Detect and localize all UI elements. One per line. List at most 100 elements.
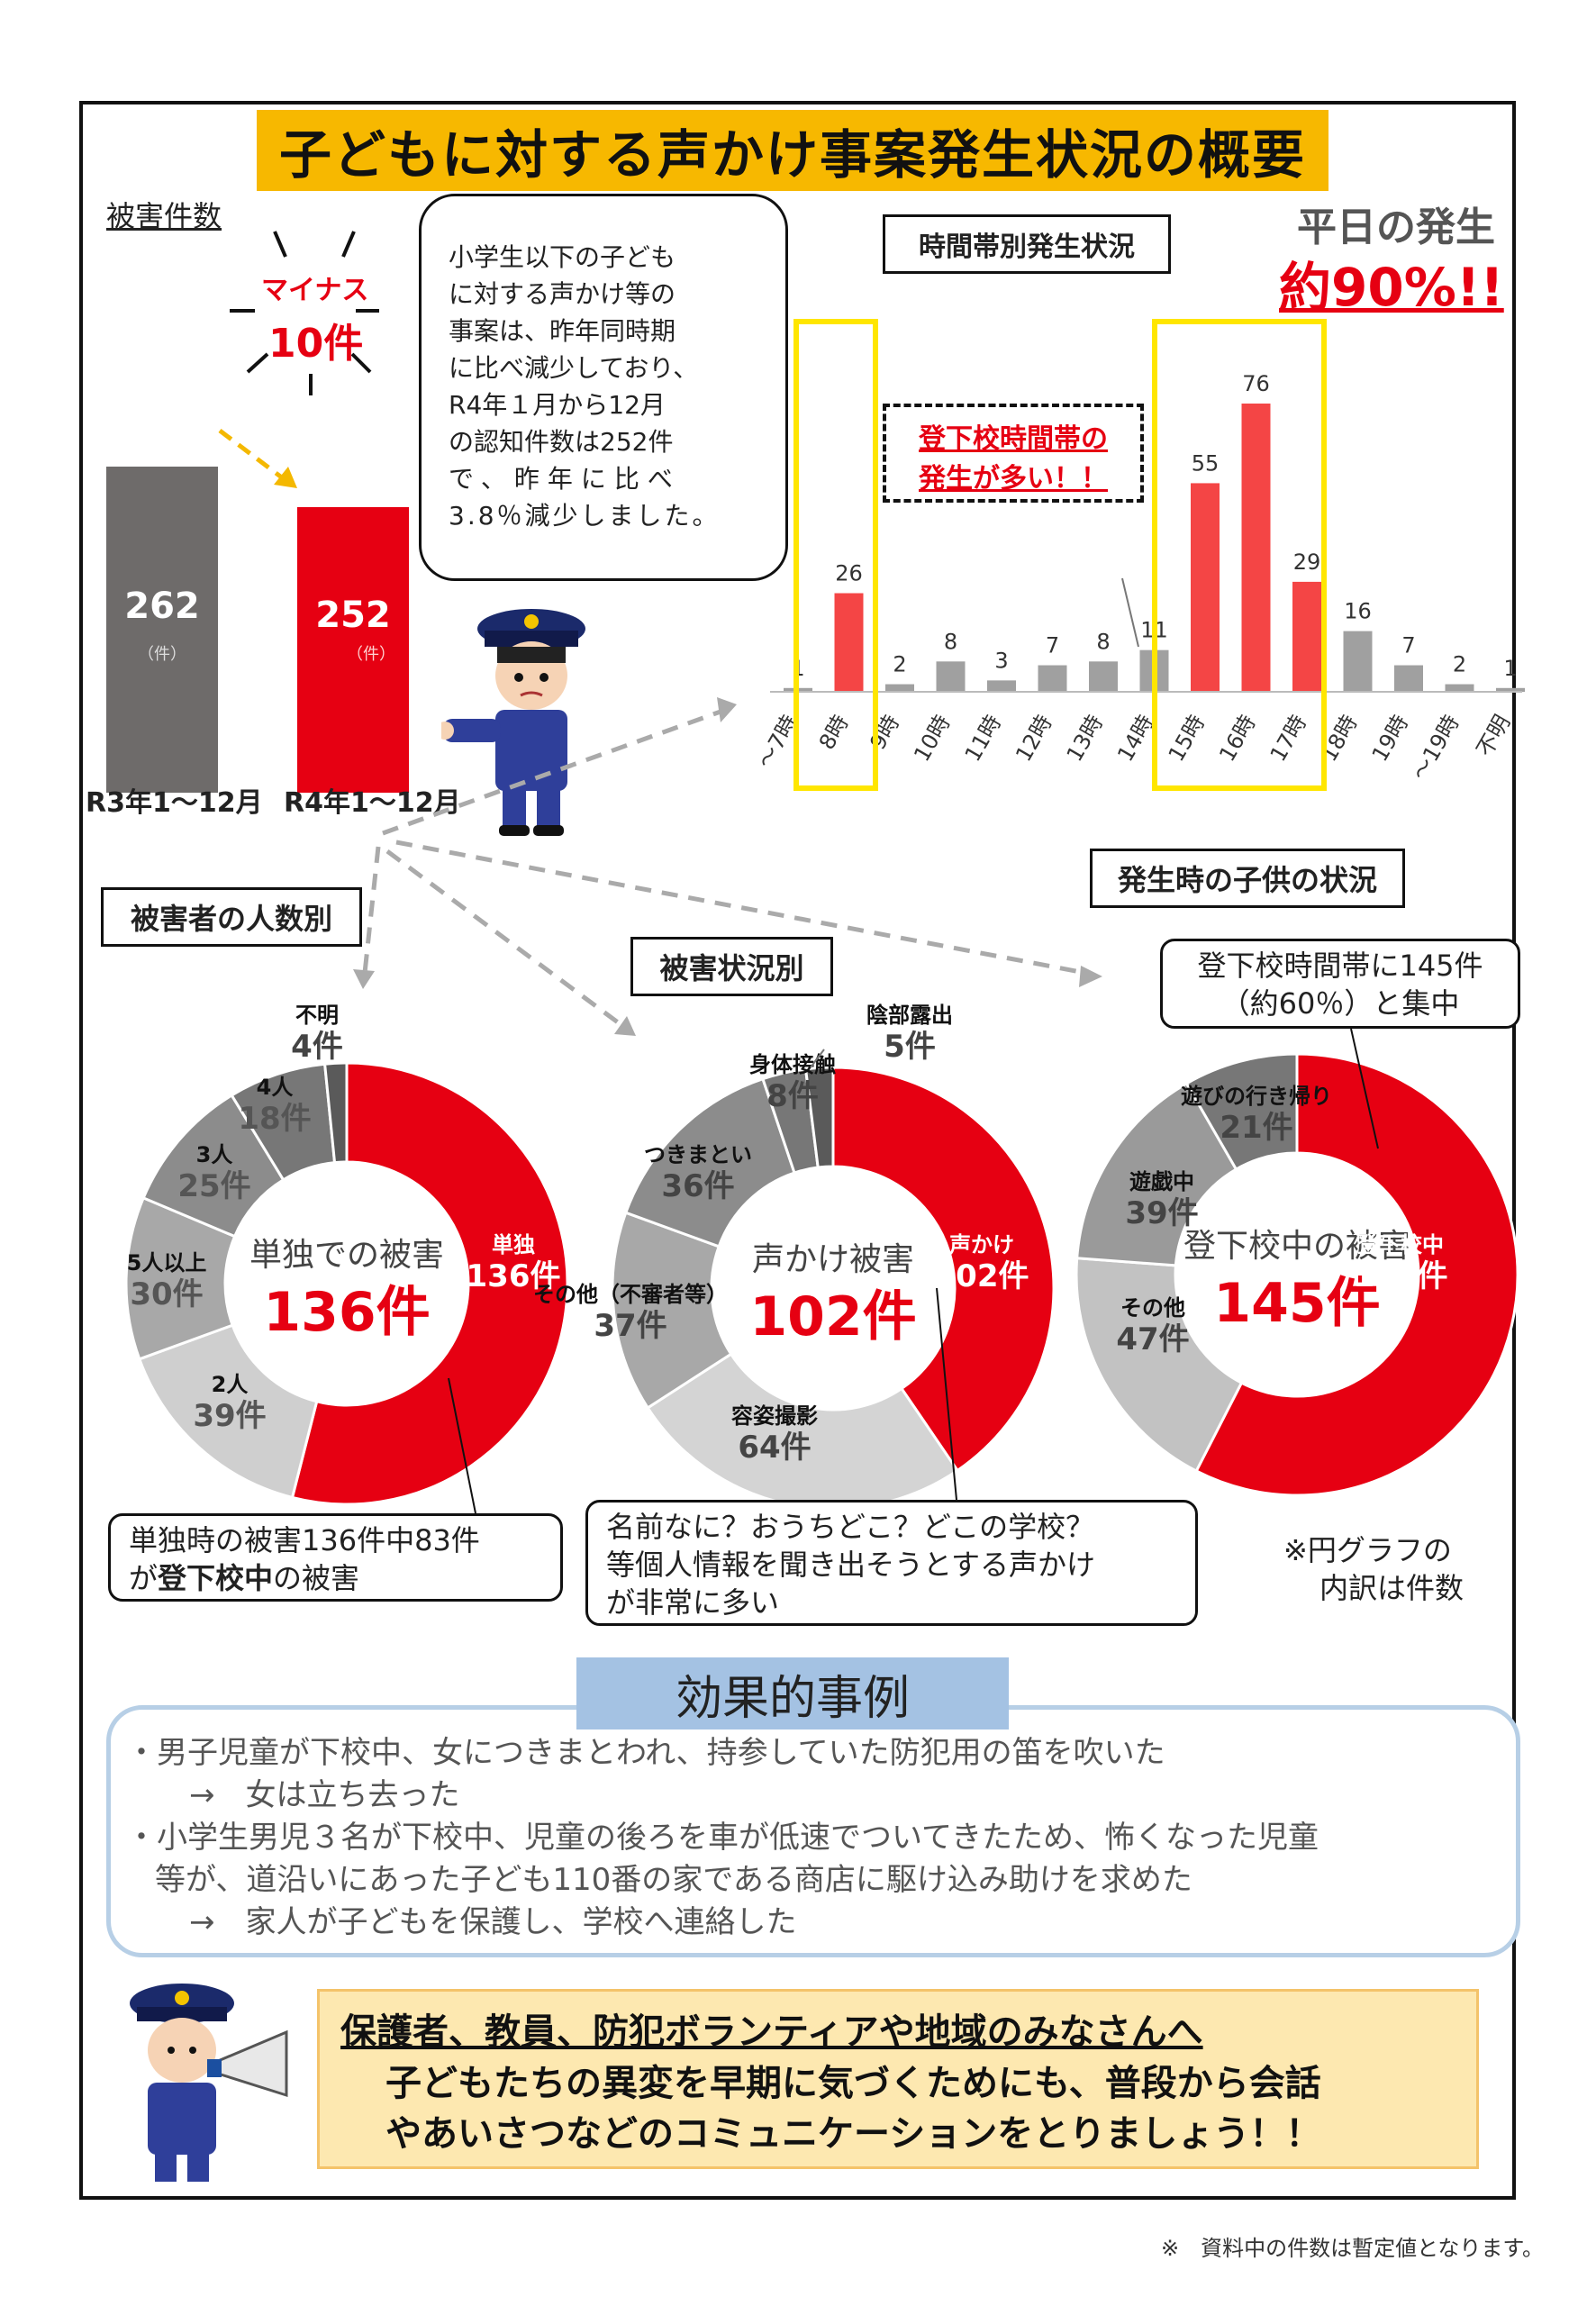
time-bar-value: 16: [1344, 599, 1372, 624]
burst-text-minus: マイナス: [261, 275, 369, 306]
pie-note: ※円グラフの 内訳は件数: [1283, 1531, 1464, 1607]
pie-slice-label: 容姿撮影: [731, 1403, 818, 1429]
effect-line: → 女は立ち去った: [189, 1777, 460, 1813]
pie-label-situation: 被害状況別: [630, 937, 833, 996]
speech-line: 3.8％減少しました。: [449, 501, 721, 531]
pie-persons: 単独での被害 136件: [124, 1061, 569, 1506]
pie-center-value: 145件: [1213, 1272, 1380, 1335]
pie-slice: [1075, 1257, 1244, 1474]
pie-slice-value: 30件: [130, 1276, 203, 1312]
time-bar: [1394, 665, 1423, 692]
speech-line: で、昨年に比べ: [449, 464, 681, 494]
pie-slice-label: 4人: [257, 1075, 294, 1100]
page-frame: [79, 101, 1516, 2200]
pie-slice: [1184, 1052, 1299, 1172]
speech-bubble: [419, 194, 788, 581]
bar-r3: [106, 467, 218, 793]
pie-slice-value: 25件: [177, 1168, 250, 1204]
pie-slice-label: 5人以上: [127, 1250, 207, 1276]
bar-r3-unit: （件）: [138, 645, 186, 664]
effect-title: 効果的事例: [576, 1657, 1009, 1730]
time-bar-value: 76: [1242, 371, 1270, 396]
pie-slice: [290, 1061, 569, 1506]
pie-slice-label: つきまとい: [644, 1142, 752, 1167]
note-commute-line1: 登下校時間帯に145件: [1197, 949, 1483, 983]
pie-slice: [322, 1061, 349, 1165]
note-voice: 名前なに？おうちどこ？どこの学校？ 等個人情報を聞き出そうとする声かけ が非常に…: [585, 1500, 1198, 1626]
pie-situation: 声かけ被害 102件: [611, 1066, 1056, 1511]
pie-slice-label: その他（不審者等）: [533, 1282, 728, 1307]
police-megaphone-illustration: [130, 1984, 288, 2182]
pie-slice: [831, 1066, 1056, 1473]
pie-hole: [712, 1167, 954, 1409]
time-bar: [1496, 687, 1525, 692]
pie-slice-label: 不明: [295, 1003, 339, 1028]
pie-center-value: 102件: [749, 1285, 916, 1348]
bar-r4-value: 252: [315, 595, 391, 636]
pie-note-line1: ※円グラフの: [1283, 1533, 1452, 1567]
note-alone-line2: が登下校中の被害: [129, 1559, 542, 1597]
effect-line: ・小学生男児３名が下校中、児童の後ろを車が低速でついてきたため、怖くなった児童: [126, 1820, 1319, 1856]
time-bar: [1191, 483, 1220, 692]
pie-slice-value: 39件: [193, 1398, 266, 1434]
burst-graphic: [230, 231, 379, 395]
pie-slice-value: 8件: [766, 1078, 819, 1114]
bar-r4-period: R4年1〜12月: [284, 787, 461, 819]
pie-slice-value: 47件: [1116, 1321, 1189, 1357]
pie-center-label: 声かけ被害: [752, 1241, 914, 1278]
speech-line: の認知件数は252件: [449, 427, 674, 457]
pie-slice-value: 136件: [467, 1258, 561, 1294]
pie-slice-label: 遊びの行き帰り: [1181, 1084, 1332, 1109]
time-bar: [1343, 631, 1373, 692]
appeal-line1: 保護者、教員、防犯ボランティアや地域のみなさんへ: [340, 2011, 1203, 2053]
pie-note-line2: 内訳は件数: [1319, 1571, 1465, 1605]
appeal-box: [317, 1989, 1479, 2169]
note-alone-post: の被害: [273, 1561, 360, 1595]
pie-label-child-state: 発生時の子供の状況: [1090, 849, 1405, 908]
highlight-frame-8: [793, 319, 878, 791]
time-bar: [1445, 684, 1474, 692]
pie-center-label: 登下校中の被害: [1183, 1228, 1410, 1265]
effect-line: ・男子児童が下校中、女につきまとわれ、持参していた防犯用の笛を吹いた: [126, 1735, 1165, 1771]
note-voice-line2: 等個人情報を聞き出そうとする声かけ: [606, 1548, 1096, 1582]
note-voice-line1: 名前なに？おうちどこ？どこの学校？: [606, 1510, 1095, 1544]
note-alone: 単独時の被害136件中83件 が登下校中の被害: [108, 1513, 563, 1602]
time-bar-value: 8: [944, 629, 957, 654]
pie-slice-value: 18件: [238, 1101, 311, 1137]
footer-note: ※ 資料中の件数は暫定値となります。: [1161, 2236, 1544, 2261]
time-bar-value: 2: [1453, 652, 1466, 677]
pie-slice-label: 登下校中: [1356, 1232, 1444, 1257]
time-bar: [834, 593, 864, 692]
time-bar-value: 29: [1293, 549, 1321, 575]
time-chart-callout: 登下校時間帯の 発生が多い！！: [883, 404, 1144, 503]
bar-r3-value: 262: [124, 586, 200, 627]
damage-count-label: 被害件数: [106, 199, 222, 233]
pie-slice-value: 145件: [1354, 1258, 1448, 1294]
speech-text: 小学生以下の子ども に対する声かけ等の 事案は、昨年同時期 に比べ減少しており、…: [449, 239, 721, 534]
leader-line-14: [1121, 577, 1139, 648]
pie-slice-value: 102件: [935, 1258, 1029, 1294]
note-commute-line2: （約60％）と集中: [1220, 986, 1460, 1021]
pie-slice-value: 64件: [738, 1430, 811, 1466]
pie-slice-label: 単独: [492, 1232, 535, 1257]
effect-line: → 家人が子どもを保護し、学校へ連絡した: [189, 1904, 797, 1940]
pie-slice-label: 身体接触: [749, 1052, 836, 1077]
callout-line: 登下校時間帯の: [919, 423, 1108, 455]
decrease-arrow: [218, 429, 297, 488]
time-bar-value: 8: [1096, 629, 1110, 654]
effect-line: 等が、道沿いにあった子ども110番の家である商店に駆け込み助けを求めた: [155, 1862, 1192, 1898]
pie-slice: [1194, 1052, 1519, 1497]
bar-r4: [297, 507, 409, 793]
pie-center-label: 単独での被害: [249, 1237, 444, 1274]
time-bar: [1241, 404, 1271, 692]
pie-slice-value: 36件: [661, 1168, 734, 1204]
pie-slice-label: 遊戯中: [1129, 1169, 1194, 1194]
pie-slice-value: 4件: [291, 1029, 343, 1065]
pie-hole: [226, 1163, 467, 1404]
bar-r4-unit: （件）: [347, 645, 395, 664]
